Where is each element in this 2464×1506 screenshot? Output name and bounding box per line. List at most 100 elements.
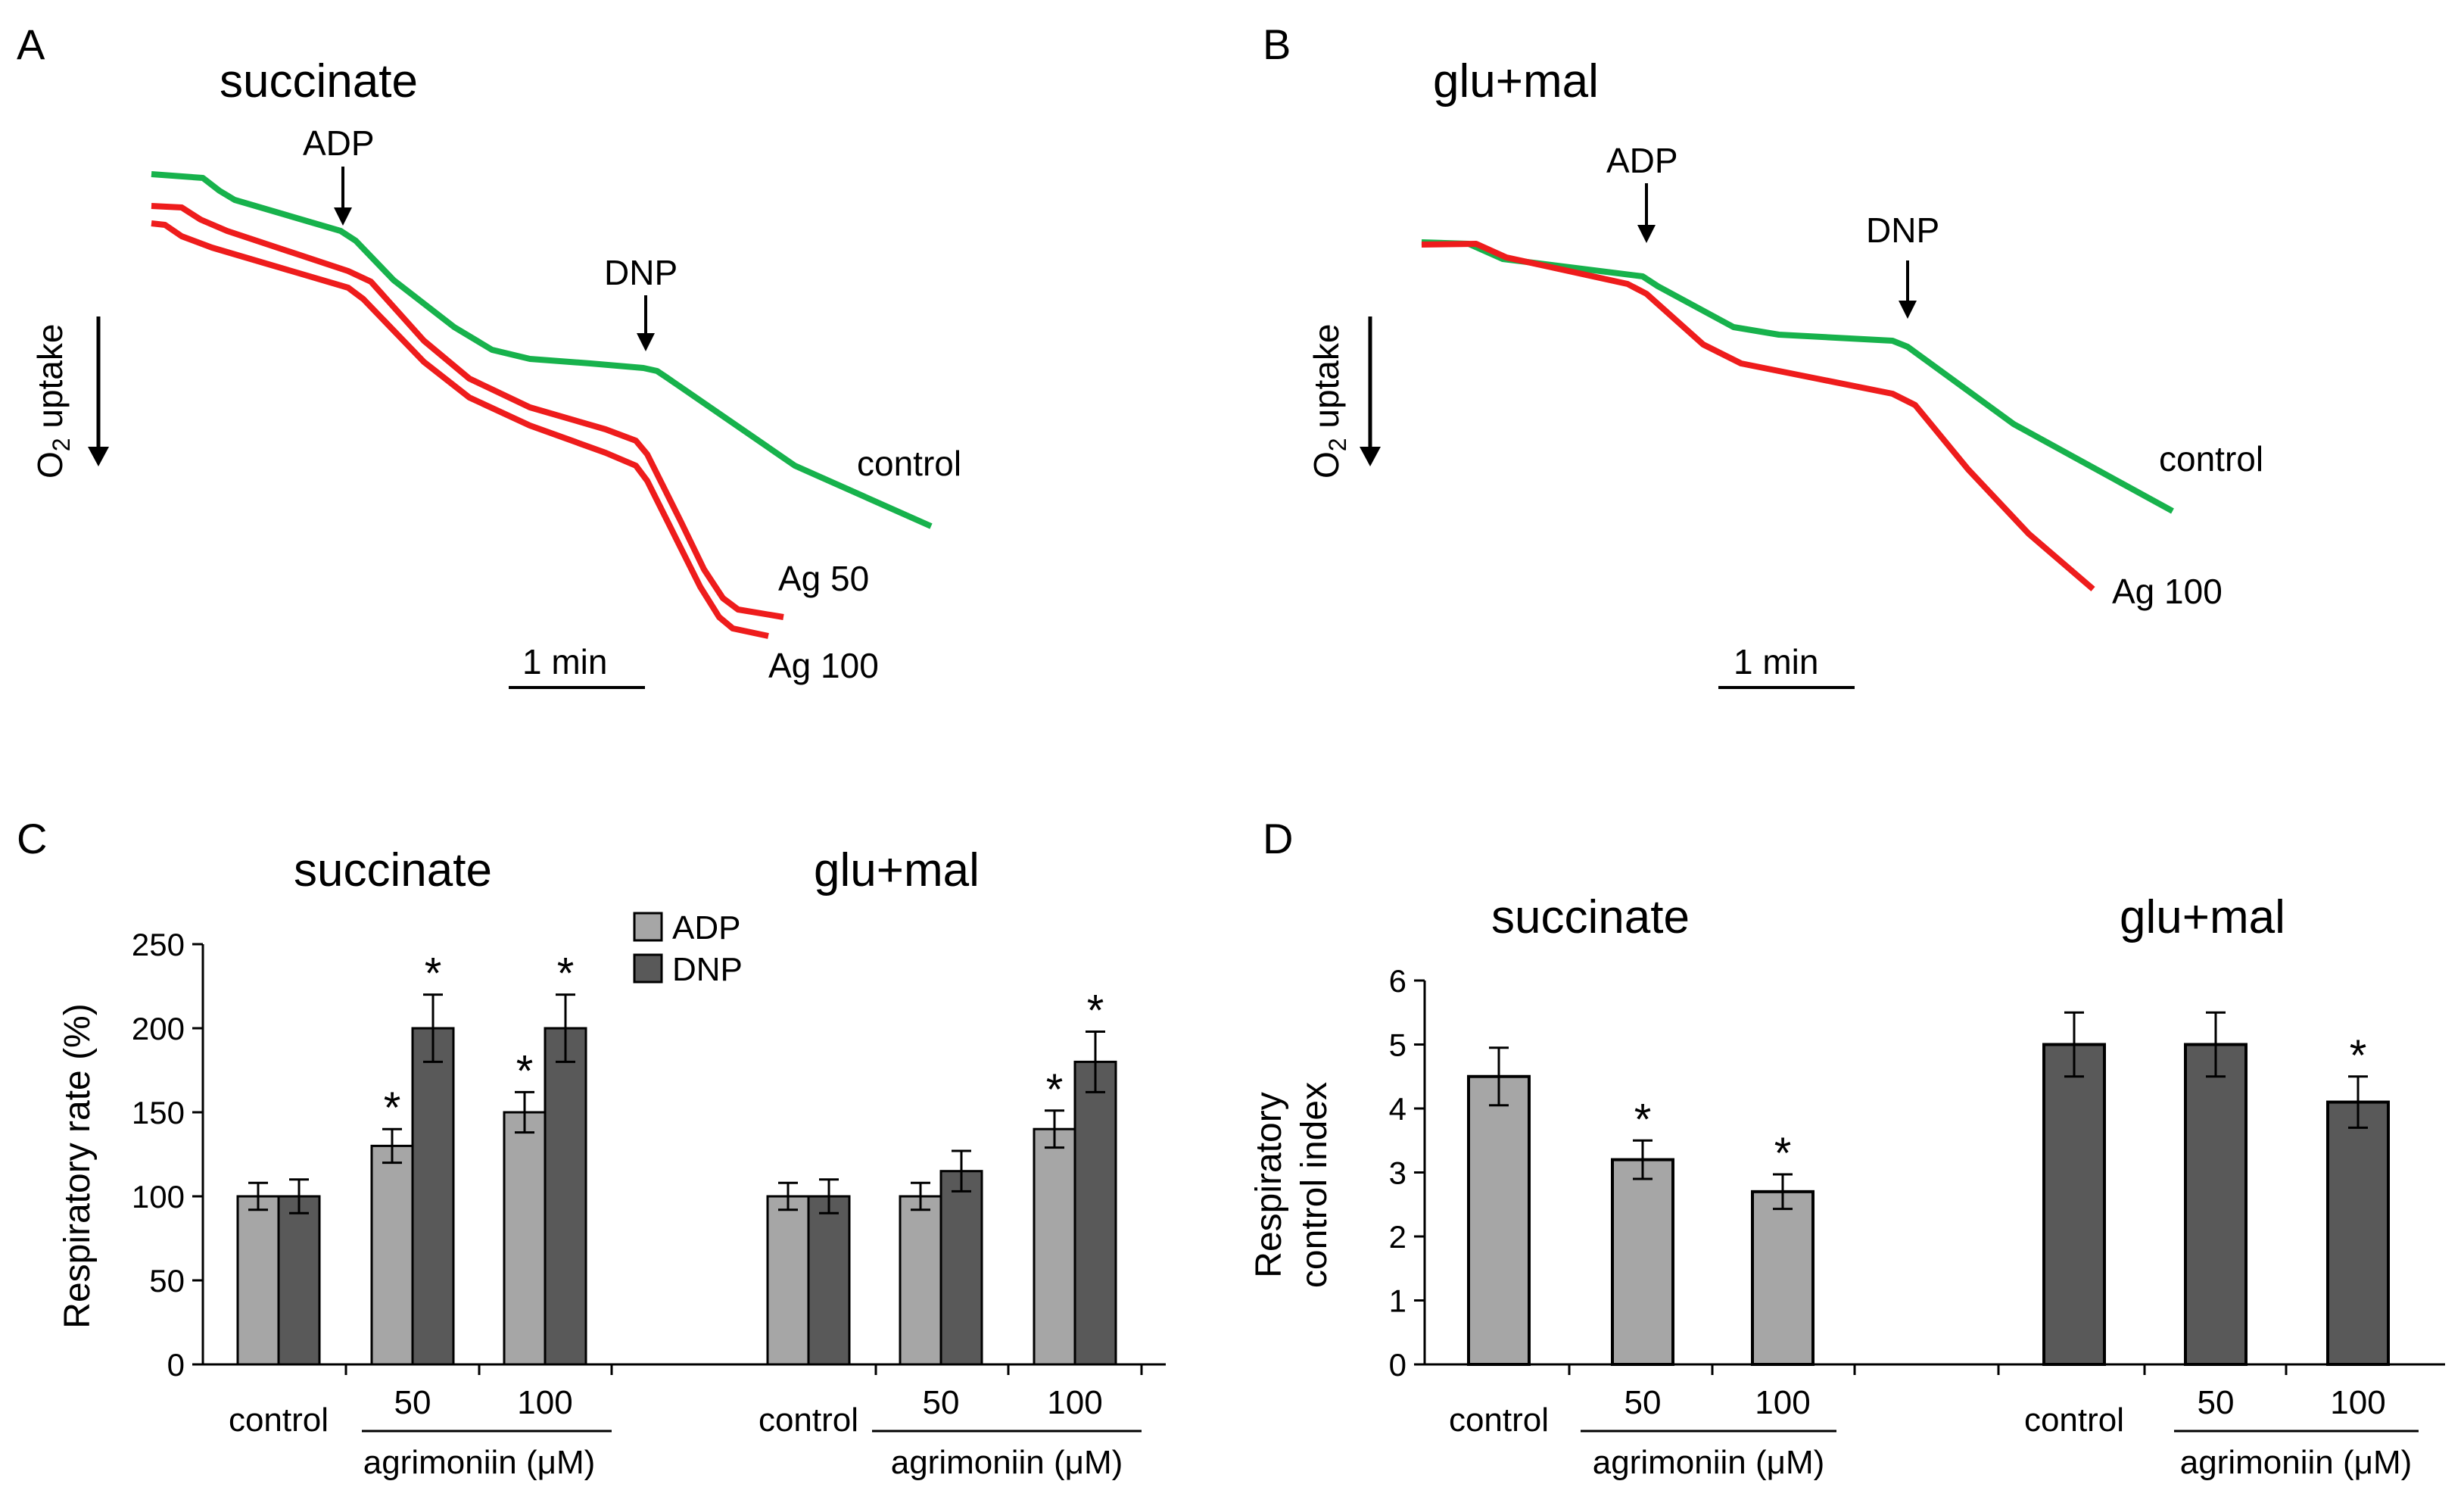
panel-a: A succinate O2 uptake ADP DNP control Ag… (17, 20, 961, 689)
panel-c-letter: C (17, 815, 47, 862)
panel-c-legend-label-dnp: DNP (672, 951, 743, 988)
panel-c-bar-dnp (411, 1027, 455, 1366)
panel-d-group-label: agrimoniin (μM) (1593, 1444, 1825, 1481)
panel-d-plot: 0 1 2 3 4 5 6 control * 50 * 100 control 50 * 100 agrimo… (1389, 963, 2445, 1481)
panel-b: B glu+mal O2 uptake ADP DNP control Ag 1… (1263, 20, 2263, 689)
panel-a-label-ag100: Ag 100 (768, 646, 879, 685)
panel-c-category-label: 100 (517, 1384, 572, 1421)
panel-d-significance-star: * (1774, 1129, 1792, 1178)
panel-a-uptake-arrowhead (88, 447, 109, 466)
panel-d-bar (1611, 1158, 1674, 1366)
panel-c-plot: 0 50 100 150 200 250 control * * 50 * * 100 control 50… (132, 909, 1166, 1481)
panel-d-category-label: 100 (1755, 1384, 1810, 1421)
panel-c-bar-dnp (807, 1195, 851, 1366)
panel-c-bar-dnp (939, 1170, 983, 1366)
panel-d-category-label: 50 (1624, 1384, 1662, 1421)
panel-b-uptake-arrowhead (1360, 447, 1381, 466)
panel-c-significance-star: * (516, 1046, 534, 1096)
panel-b-scale-bar-label: 1 min (1734, 642, 1818, 681)
panel-d-title-glumal: glu+mal (2120, 891, 2285, 943)
panel-c-bar-dnp (544, 1027, 587, 1366)
panel-b-dnp-label: DNP (1866, 210, 1939, 250)
panel-c-bar-dnp (1073, 1060, 1117, 1366)
panel-c-y-tick-label: 200 (132, 1011, 185, 1046)
panel-c-bar-adp (899, 1195, 942, 1366)
panel-c-significance-star: * (1087, 986, 1104, 1035)
panel-d-y-axis-title-line1: Respiratory (1249, 1092, 1289, 1277)
panel-c-group-label: agrimoniin (μM) (363, 1444, 596, 1481)
panel-c-bar-dnp (277, 1195, 321, 1366)
panel-d-title-succinate: succinate (1491, 891, 1690, 943)
panel-a-adp-arrowhead (334, 207, 352, 226)
panel-a-scale-bar-label: 1 min (522, 642, 607, 681)
panel-a-trace-ag100 (151, 220, 769, 639)
panel-b-y-label: O2 uptake (1307, 324, 1351, 479)
panel-d-y-tick-label: 6 (1389, 963, 1406, 999)
panel-b-label-ag100: Ag 100 (2112, 572, 2223, 611)
panel-c-y-axis-title: Respiratory rate (%) (58, 1003, 98, 1328)
panel-d-y-tick-label: 5 (1389, 1027, 1406, 1063)
panel-a-label-control: control (857, 444, 961, 483)
panel-b-substrate-title: glu+mal (1433, 55, 1599, 108)
panel-c-bar-adp (503, 1111, 547, 1366)
panel-c-legend-swatch-dnp (633, 953, 663, 984)
panel-c-y-tick-label: 0 (167, 1347, 185, 1383)
panel-d-category-label: control (1449, 1402, 1549, 1439)
panel-d-y-tick-label: 2 (1389, 1219, 1406, 1255)
panel-c-bar-adp (1033, 1127, 1076, 1366)
panel-c-category-label: 100 (1047, 1384, 1102, 1421)
panel-c-significance-star: * (1046, 1065, 1064, 1115)
panel-a-dnp-arrowhead (637, 333, 655, 351)
panel-a-label-ag50: Ag 50 (778, 559, 869, 598)
panel-c-significance-star: * (384, 1084, 401, 1133)
panel-b-trace-ag100 (1421, 241, 2095, 592)
panel-c-y-tick-label: 250 (132, 927, 185, 962)
panel-c-significance-star: * (425, 949, 442, 999)
panel-d-category-label: 100 (2330, 1384, 2385, 1421)
panel-b-dnp-arrowhead (1899, 301, 1917, 319)
panel-c-y-tick-label: 150 (132, 1095, 185, 1130)
panel-d: D succinate glu+mal Respiratory control … (1249, 815, 2445, 1481)
panel-c-legend-label-adp: ADP (672, 909, 740, 946)
panel-d-category-label: 50 (2198, 1384, 2235, 1421)
panel-b-adp-arrowhead (1637, 225, 1656, 243)
panel-d-bar (2326, 1100, 2390, 1367)
panel-a-y-label: O2 uptake (30, 324, 75, 479)
panel-d-letter: D (1263, 815, 1293, 862)
panel-c-category-label: control (229, 1402, 329, 1439)
panel-c-legend-swatch-adp (633, 912, 663, 942)
panel-a-trace-control (151, 171, 933, 529)
panel-c-group-label: agrimoniin (μM) (891, 1444, 1123, 1481)
panel-a-trace-ag50 (151, 203, 784, 620)
panel-b-adp-label: ADP (1606, 141, 1678, 180)
panel-c-bar-adp (766, 1195, 810, 1366)
panel-d-bar (2042, 1043, 2106, 1366)
panel-d-y-tick-label: 4 (1389, 1091, 1406, 1127)
panel-a-letter: A (17, 20, 45, 68)
panel-b-label-control: control (2159, 439, 2263, 479)
panel-d-y-tick-label: 0 (1389, 1347, 1406, 1383)
panel-d-bar (1467, 1074, 1531, 1366)
panel-a-adp-label: ADP (303, 123, 375, 163)
panel-c-significance-star: * (557, 949, 575, 999)
panel-d-bar (1751, 1190, 1815, 1366)
panel-d-group-label: agrimoniin (μM) (2180, 1444, 2413, 1481)
panel-d-significance-star: * (1634, 1095, 1652, 1144)
panel-c-title-succinate: succinate (294, 844, 492, 896)
panel-d-bar (2184, 1043, 2248, 1366)
panel-c-y-tick-label: 100 (132, 1179, 185, 1214)
panel-a-substrate-title: succinate (220, 55, 418, 108)
panel-d-y-tick-label: 1 (1389, 1283, 1406, 1319)
panel-d-y-tick-label: 3 (1389, 1155, 1406, 1191)
panel-c-bar-adp (370, 1144, 414, 1366)
panel-c-title-glumal: glu+mal (814, 844, 980, 896)
panel-b-letter: B (1263, 20, 1291, 68)
panel-c-category-label: 50 (923, 1384, 960, 1421)
panel-d-significance-star: * (2350, 1031, 2367, 1080)
panel-c: C succinate glu+mal Respiratory rate (%)… (17, 815, 1166, 1481)
panel-b-trace-control (1421, 239, 2174, 514)
panel-d-y-axis-title-line2: control index (1294, 1082, 1335, 1288)
panel-a-dnp-label: DNP (604, 253, 678, 292)
panel-c-category-label: control (759, 1402, 858, 1439)
